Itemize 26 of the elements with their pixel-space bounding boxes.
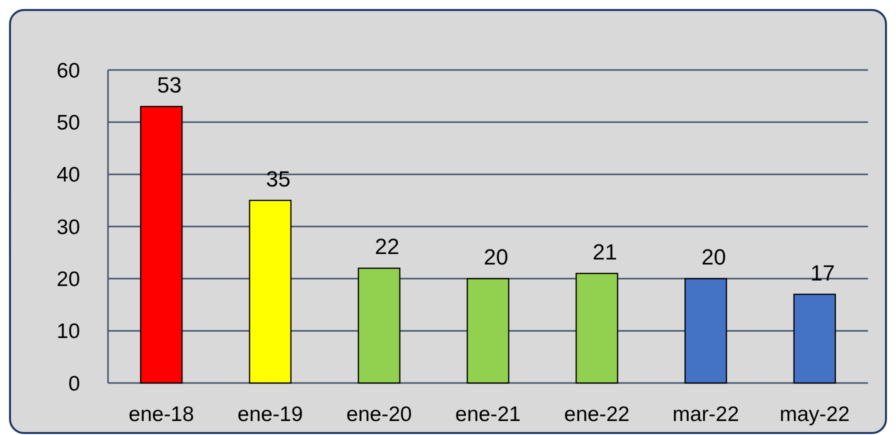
data-label: 22 bbox=[374, 234, 400, 260]
y-tick-label: 0 bbox=[68, 372, 80, 396]
x-tick-label: ene-19 bbox=[238, 403, 303, 426]
y-tick-label: 30 bbox=[56, 216, 80, 239]
x-tick-label: ene-18 bbox=[128, 403, 194, 426]
y-tick-label: 20 bbox=[56, 268, 80, 292]
bar bbox=[248, 200, 292, 384]
bar bbox=[358, 268, 400, 384]
bar bbox=[793, 294, 836, 384]
y-tick-label: 50 bbox=[56, 112, 80, 135]
bar bbox=[684, 278, 728, 384]
x-tick-label: ene-20 bbox=[346, 403, 412, 426]
data-label: 20 bbox=[702, 244, 726, 270]
bar bbox=[140, 106, 183, 384]
x-tick-label: mar-22 bbox=[672, 403, 740, 426]
y-tick-label: 10 bbox=[56, 320, 80, 344]
x-tick-label: ene-21 bbox=[455, 403, 521, 426]
y-tick-label: 60 bbox=[56, 59, 80, 82]
data-label: 20 bbox=[484, 244, 508, 270]
y-tick-label: 40 bbox=[56, 164, 80, 187]
bar bbox=[576, 272, 618, 384]
data-label: 21 bbox=[592, 239, 618, 264]
data-label: 53 bbox=[157, 72, 182, 98]
x-tick-label: may-22 bbox=[780, 403, 850, 426]
bar bbox=[466, 278, 510, 384]
x-tick-label: ene-22 bbox=[564, 403, 630, 426]
